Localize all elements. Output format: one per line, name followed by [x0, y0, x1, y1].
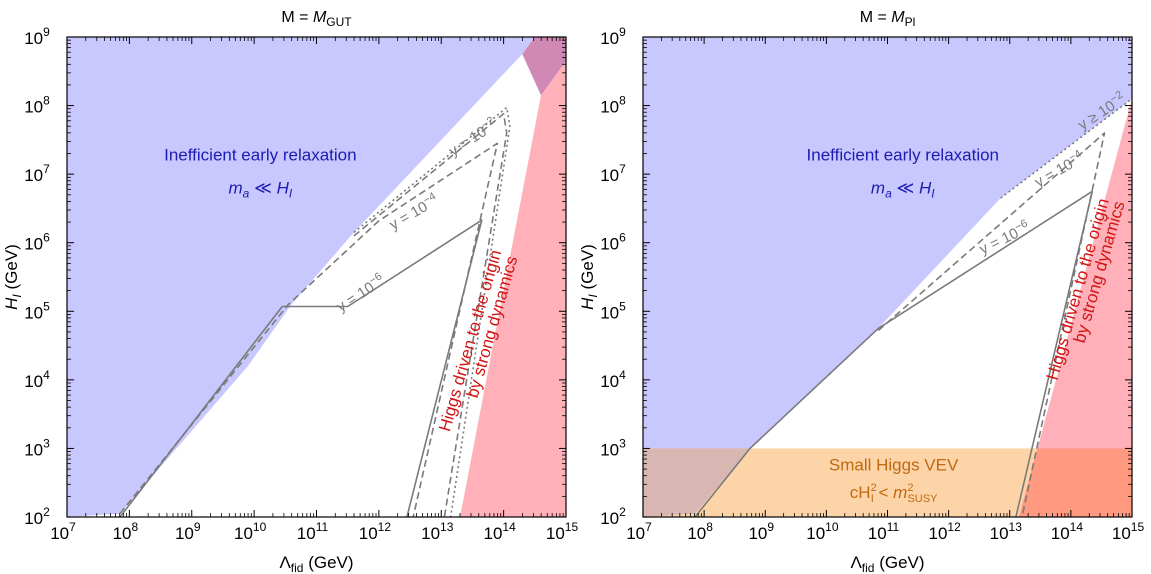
y-tick-label: 107: [24, 162, 50, 185]
y-tick-label: 109: [24, 25, 50, 48]
y-tick-label: 104: [600, 368, 626, 391]
x-tick-label: 1012: [928, 520, 961, 543]
annotation-inefficient-sub: ma ≪ HI: [228, 178, 292, 200]
overlap-region: [522, 37, 566, 96]
x-tick-label: 1010: [806, 520, 839, 543]
y-tick-label: 102: [24, 505, 50, 528]
annotation-inefficient-sub: ma ≪ HI: [871, 178, 935, 200]
x-tick-label: 1015: [546, 520, 579, 543]
curve-solid-1: [694, 190, 1094, 517]
higgs-region: [1018, 98, 1132, 517]
x-tick-label: 109: [748, 520, 774, 543]
inefficient-region: [643, 37, 1132, 517]
x-tick-label: 108: [687, 520, 713, 543]
chart-title: M = MPl: [860, 9, 916, 29]
x-tick-label: 1015: [1112, 520, 1145, 543]
x-tick-label: 108: [113, 520, 139, 543]
y-tick-label: 108: [600, 94, 626, 117]
y-tick-label: 109: [600, 25, 626, 48]
higgs-region: [460, 61, 566, 517]
x-tick-label: 107: [626, 520, 652, 543]
y-tick-label: 103: [600, 436, 626, 459]
curve-label-1: y = 10−6: [333, 270, 388, 315]
curve-dashed-2: [877, 132, 1106, 517]
y-axis-label: HI (GeV): [2, 244, 24, 310]
y-tick-label: 107: [600, 162, 626, 185]
y-tick-label: 103: [24, 436, 50, 459]
x-axis-label: Λfid (GeV): [279, 553, 353, 574]
vev-region: [643, 448, 1132, 517]
annotation-vev-title: Small Higgs VEV: [829, 455, 959, 474]
x-tick-label: 1012: [359, 520, 392, 543]
y-tick-label: 108: [24, 94, 50, 117]
y-axis-label: HI (GeV): [578, 244, 600, 310]
curve-dashed-4: [353, 113, 508, 517]
y-tick-label: 102: [600, 505, 626, 528]
y-tick-label: 106: [24, 231, 50, 254]
x-tick-label: 107: [50, 520, 76, 543]
y-tick-label: 104: [24, 368, 50, 391]
annotation-inefficient-title: Inefficient early relaxation: [807, 145, 999, 164]
annotation-inefficient-title: Inefficient early relaxation: [164, 145, 356, 164]
y-tick-label: 106: [600, 231, 626, 254]
x-tick-label: 1013: [990, 520, 1023, 543]
x-axis-label: Λfid (GeV): [850, 553, 924, 574]
vev-inefficient-overlap: [643, 448, 750, 517]
curve-dashed-2: [119, 142, 499, 517]
curve-label-1: y = 10−6: [976, 217, 1033, 258]
y-tick-label: 105: [600, 299, 626, 322]
annotation-vev-sub: cH2 I < m2 SUSY: [850, 482, 938, 505]
y-tick-label: 105: [24, 299, 50, 322]
x-tick-label: 1014: [1051, 520, 1084, 543]
inefficient-region: [67, 37, 535, 517]
vev-higgs-overlap: [1018, 448, 1132, 517]
chart-title: M = MGUT: [281, 9, 352, 29]
x-tick-label: 1011: [297, 520, 329, 543]
curve-dotted-3: [353, 106, 511, 517]
x-tick-label: 1014: [483, 520, 516, 543]
x-tick-label: 1011: [868, 520, 900, 543]
x-tick-label: 109: [175, 520, 201, 543]
x-tick-label: 1013: [421, 520, 454, 543]
x-tick-label: 1010: [234, 520, 267, 543]
